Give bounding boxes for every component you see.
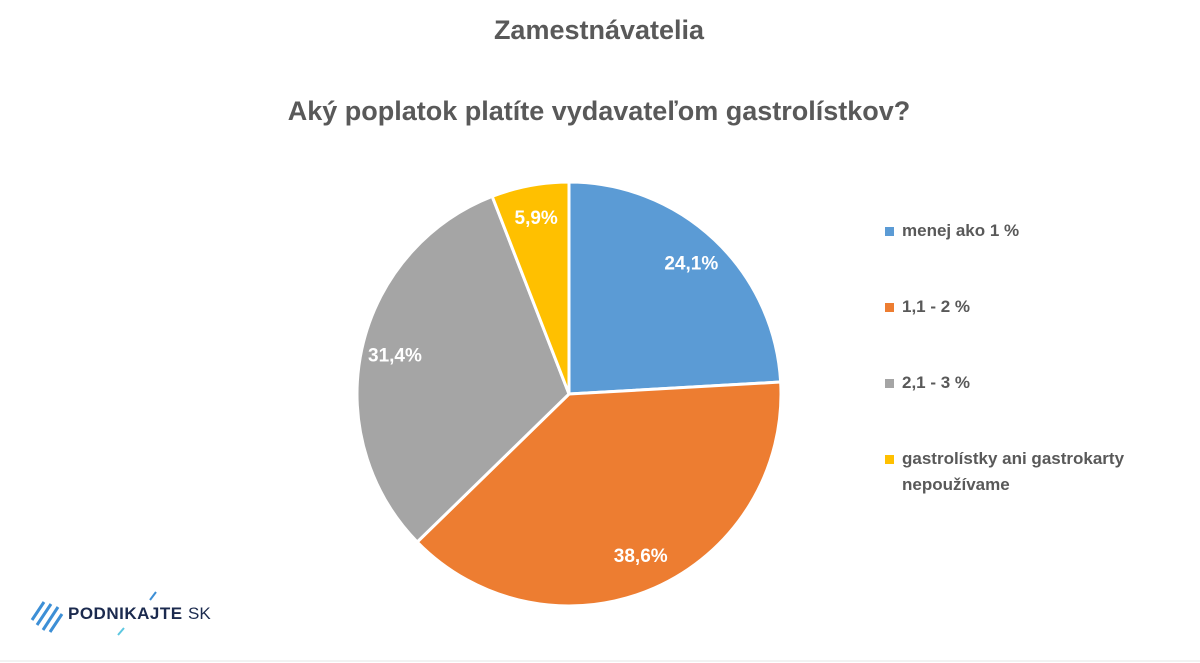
- legend-swatch: [885, 379, 894, 388]
- legend-item: menej ako 1 %: [885, 218, 1175, 294]
- legend-label: gastrolístky ani gastrokarty nepoužívame: [902, 449, 1125, 494]
- logo-name: PODNIKAJTE: [68, 604, 183, 623]
- pie-slice: [355, 194, 571, 545]
- legend-item: 2,1 - 3 %: [885, 370, 1175, 446]
- pie-slice: [567, 180, 783, 396]
- logo-mark: [30, 591, 157, 636]
- legend-swatch: [885, 455, 894, 464]
- value-label: 24,1%: [664, 254, 718, 275]
- chart-title: Zamestnávatelia: [494, 15, 705, 45]
- chart-subtitle: Aký poplatok platíte vydavateľom gastrol…: [288, 96, 911, 126]
- legend-label: menej ako 1 %: [902, 221, 1020, 240]
- legend-label: 1,1 - 2 %: [902, 297, 971, 316]
- legend-label: 2,1 - 3 %: [902, 373, 971, 392]
- value-label: 38,6%: [614, 546, 668, 567]
- legend-swatch: [885, 227, 894, 236]
- pie-slice: [415, 380, 783, 608]
- legend-item: 1,1 - 2 %: [885, 294, 1175, 370]
- legend-swatch: [885, 303, 894, 312]
- value-label: 31,4%: [368, 345, 422, 366]
- pie-slice: [490, 180, 571, 395]
- value-label: 5,9%: [515, 208, 558, 229]
- legend-item: gastrolístky ani gastrokarty nepoužívame: [885, 446, 1175, 522]
- logo-suffix: SK: [188, 604, 211, 623]
- legend: menej ako 1 % 1,1 - 2 % 2,1 - 3 % gastrolís…: [885, 218, 1175, 522]
